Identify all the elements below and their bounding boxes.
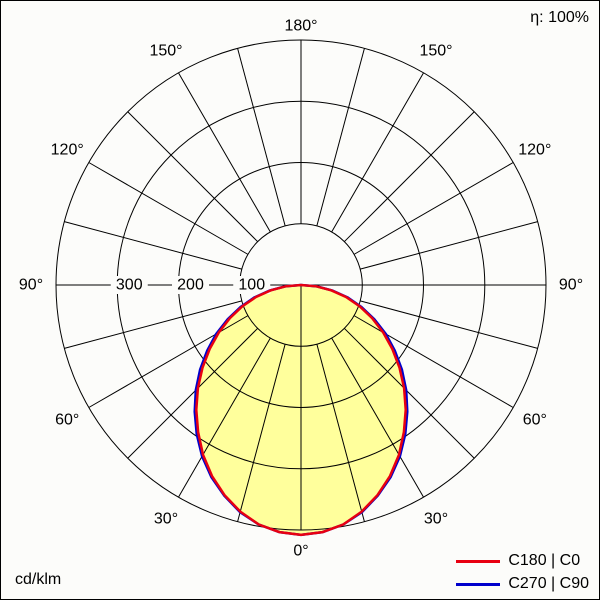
- c0-plane-line-swatch: [456, 559, 501, 563]
- svg-text:90°: 90°: [19, 277, 43, 294]
- svg-text:150°: 150°: [419, 43, 452, 60]
- svg-text:30°: 30°: [424, 510, 448, 527]
- svg-text:100: 100: [238, 277, 265, 294]
- svg-text:60°: 60°: [55, 412, 79, 429]
- svg-text:180°: 180°: [284, 18, 317, 35]
- legend-item-c180-c0: C180 | C0: [456, 552, 589, 570]
- svg-text:150°: 150°: [149, 43, 182, 60]
- svg-text:0°: 0°: [293, 543, 308, 560]
- svg-text:300: 300: [116, 277, 143, 294]
- svg-text:120°: 120°: [518, 142, 551, 159]
- legend-label-c180-c0: C180 | C0: [508, 552, 581, 569]
- svg-text:200: 200: [177, 277, 204, 294]
- c90-plane-line-swatch: [456, 582, 501, 586]
- unit-label: cd/klm: [15, 571, 62, 588]
- legend-item-c270-c90: C270 | C90: [456, 575, 589, 593]
- svg-text:30°: 30°: [154, 510, 178, 527]
- legend-label-c270-c90: C270 | C90: [508, 575, 589, 592]
- efficiency-label: η: 100%: [530, 9, 589, 26]
- legend: C180 | C0 C270 | C90: [456, 552, 589, 593]
- svg-text:60°: 60°: [523, 412, 547, 429]
- svg-text:120°: 120°: [51, 142, 84, 159]
- svg-text:90°: 90°: [559, 277, 583, 294]
